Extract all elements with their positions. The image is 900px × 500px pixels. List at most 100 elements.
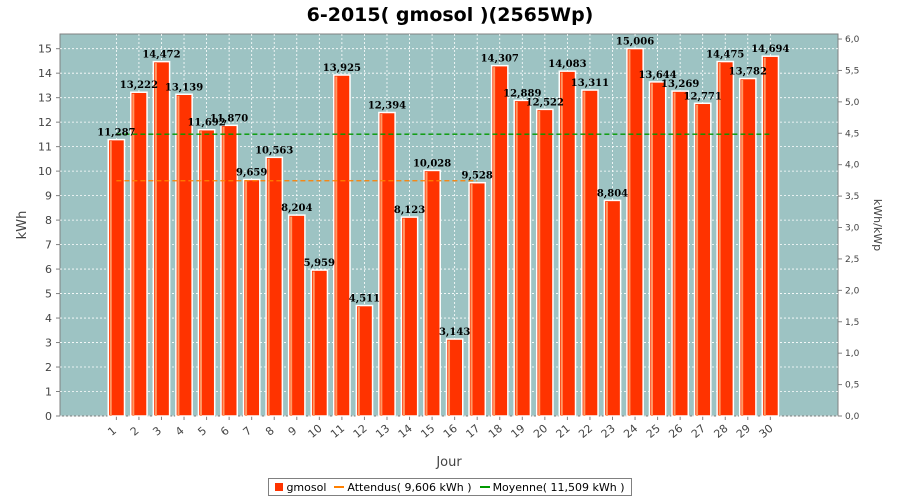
y-tick-label: 6 [45,263,52,276]
bar-highlight [605,201,608,416]
x-tick-label: 10 [306,422,325,441]
y-axis-title: kWh [15,211,30,240]
bar-highlight [628,50,631,417]
bar [355,304,374,417]
y2-tick-label: 0,5 [845,381,859,391]
bar [738,77,757,417]
bar [558,70,577,417]
chart-legend: gmosol Attendus( 9,606 kWh ) Moyenne( 11,5… [268,478,632,496]
x-tick-label: 29 [734,422,753,441]
x-tick-label: 27 [689,422,708,441]
x-tick-label: 19 [508,422,527,441]
data-label: 13,222 [120,80,158,91]
bar [378,111,396,417]
bar-highlight [380,114,383,417]
data-label: 14,083 [548,59,586,70]
bar [716,60,735,417]
legend-swatch [479,486,490,488]
bar-highlight [290,216,293,416]
data-label: 14,475 [706,50,744,61]
y2-tick-label: 3,5 [845,192,859,202]
legend-label: Attendus( 9,606 kWh ) [347,480,472,494]
data-label: 13,782 [729,67,767,78]
x-tick-label: 25 [644,422,663,441]
data-label: 14,307 [481,54,519,65]
data-label: 9,659 [236,167,267,178]
x-tick-label: 12 [351,422,370,441]
bar [445,338,464,417]
bar [175,93,193,417]
bar [197,128,216,417]
x-tick-label: 8 [263,424,277,438]
bar [242,178,261,417]
x-tick-label: 11 [328,422,347,441]
x-tick-label: 26 [666,422,685,441]
bar-highlight [470,184,473,416]
bar-highlight [515,101,518,417]
data-label: 8,204 [281,203,312,214]
legend-label: gmosol [286,480,327,494]
legend-swatch [275,483,284,491]
y2-tick-label: 3,0 [845,224,860,234]
bar [468,181,487,417]
data-label: 12,394 [368,101,406,112]
data-label: 10,563 [255,145,293,156]
y-tick-label: 13 [38,92,52,105]
x-tick-label: 13 [373,422,392,441]
legend-swatch [334,486,345,488]
data-label: 14,472 [142,50,180,61]
x-tick-label: 18 [486,422,505,441]
data-label: 15,006 [616,37,654,48]
bar-highlight [538,110,541,417]
bar [761,55,780,417]
y-tick-label: 3 [45,337,52,350]
bar-highlight [109,141,112,416]
bar [400,216,419,417]
y2-tick-label: 2,0 [845,286,860,296]
y-tick-label: 15 [38,43,52,56]
data-label: 11,692 [187,118,225,129]
x-tick-label: 5 [195,424,209,438]
chart-title: 6-2015( gmosol )(2565Wp) [306,4,594,26]
bar-highlight [673,92,676,416]
x-tick-label: 1 [105,424,119,438]
bar-highlight [132,93,135,416]
bar [490,64,509,417]
y2-tick-label: 5,0 [845,98,860,108]
data-label: 13,269 [661,79,699,90]
data-label: 8,123 [394,205,425,216]
data-label: 5,959 [304,258,335,269]
bar-highlight [741,80,744,416]
x-tick-label: 2 [128,424,142,438]
bar-highlight [154,63,157,416]
bar-highlight [222,126,225,416]
bar [671,90,690,417]
data-label: 10,028 [413,158,451,169]
bar-highlight [199,131,202,416]
data-label: 9,528 [462,171,493,182]
bar [130,91,148,417]
bar-highlight [696,104,699,416]
data-label: 13,925 [323,63,361,74]
bar [603,199,622,417]
y-tick-label: 8 [45,214,52,227]
x-tick-label: 14 [396,422,415,441]
bar [333,74,351,417]
bar-highlight [763,57,766,416]
x-tick-label: 30 [757,422,776,441]
bar-highlight [560,72,563,417]
bar-highlight [357,307,360,416]
data-label: 3,143 [439,327,470,338]
legend-label: Moyenne( 11,509 kWh ) [492,480,625,494]
bar-highlight [650,83,653,417]
y2-tick-label: 4,0 [845,161,860,171]
x-tick-label: 7 [241,424,255,438]
bar-highlight [583,91,586,417]
bar [220,124,238,417]
x-tick-label: 4 [173,424,187,438]
x-tick-label: 24 [621,422,640,441]
bar-highlight [448,340,451,416]
bar-highlight [718,63,721,417]
y2-tick-label: 5,5 [845,66,859,76]
bar-highlight [335,76,338,417]
